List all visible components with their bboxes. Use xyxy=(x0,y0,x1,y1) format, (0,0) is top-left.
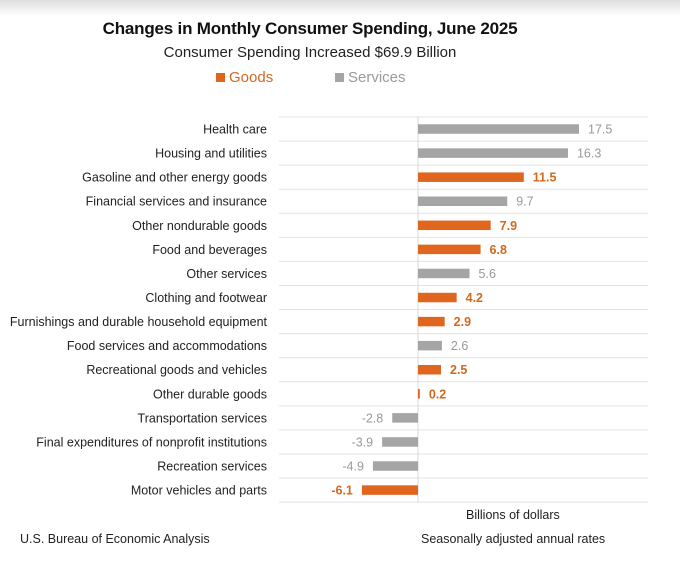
bar-services xyxy=(392,413,418,423)
value-label: 9.7 xyxy=(516,195,533,209)
value-label: 16.3 xyxy=(577,147,601,161)
legend-swatch-services xyxy=(335,73,344,82)
category-label: Clothing and footwear xyxy=(145,291,267,305)
bar-services xyxy=(418,124,579,134)
value-label: 0.2 xyxy=(429,387,446,401)
bar-goods xyxy=(418,316,445,327)
legend-label-services: Services xyxy=(348,69,406,86)
value-label: 17.5 xyxy=(588,123,612,137)
category-label: Financial services and insurance xyxy=(86,195,267,209)
value-label: -4.9 xyxy=(342,460,364,474)
category-label: Housing and utilities xyxy=(155,147,267,161)
legend-swatch-goods xyxy=(216,73,225,82)
bar-services xyxy=(418,148,568,158)
category-label: Gasoline and other energy goods xyxy=(82,171,267,185)
value-label: 2.9 xyxy=(454,315,471,329)
chart-title: Changes in Monthly Consumer Spending, Ju… xyxy=(102,19,518,38)
x-axis-label: Billions of dollars xyxy=(466,508,560,522)
category-label: Recreational goods and vehicles xyxy=(86,363,267,377)
value-label: -6.1 xyxy=(331,484,353,498)
top-shade xyxy=(0,0,680,16)
bar-services xyxy=(418,268,470,279)
value-label: 4.2 xyxy=(466,291,483,305)
bar-goods xyxy=(418,292,457,303)
category-label: Other durable goods xyxy=(153,387,267,401)
legend-item-services: Services xyxy=(335,69,406,86)
bar-services xyxy=(418,196,508,206)
category-label: Other nondurable goods xyxy=(132,219,267,233)
category-label: Food services and accommodations xyxy=(67,339,267,353)
legend-label-goods: Goods xyxy=(229,69,274,86)
category-label: Other services xyxy=(186,267,267,281)
category-label: Final expenditures of nonprofit institut… xyxy=(36,435,267,449)
category-label: Furnishings and durable household equipm… xyxy=(10,315,268,329)
bar-services xyxy=(382,437,418,447)
value-label: -3.9 xyxy=(352,435,374,449)
bar-goods xyxy=(418,364,441,375)
bar-goods xyxy=(418,244,481,255)
category-label: Food and beverages xyxy=(152,243,267,257)
legend: Goods Services xyxy=(0,69,680,89)
category-label: Recreation services xyxy=(157,460,267,474)
value-label: 2.6 xyxy=(451,339,468,353)
chart-subtitle: Consumer Spending Increased $69.9 Billio… xyxy=(163,44,457,61)
bar-services xyxy=(418,340,442,351)
bar-services xyxy=(372,461,418,471)
value-label: 2.5 xyxy=(450,363,467,377)
value-label: 5.6 xyxy=(479,267,496,281)
bar-goods xyxy=(418,220,491,231)
bar-goods xyxy=(361,485,418,495)
rates-note: Seasonally adjusted annual rates xyxy=(421,532,606,546)
source-note: U.S. Bureau of Economic Analysis xyxy=(20,532,210,546)
legend-item-goods: Goods xyxy=(216,69,273,86)
category-label: Transportation services xyxy=(138,411,267,425)
category-label: Motor vehicles and parts xyxy=(131,484,267,498)
value-label: 6.8 xyxy=(490,243,507,257)
category-label: Health care xyxy=(203,123,267,137)
bar-goods xyxy=(418,172,524,182)
bar-goods xyxy=(418,389,420,399)
value-label: 11.5 xyxy=(533,171,557,185)
value-label: -2.8 xyxy=(362,411,384,425)
value-label: 7.9 xyxy=(500,219,517,233)
